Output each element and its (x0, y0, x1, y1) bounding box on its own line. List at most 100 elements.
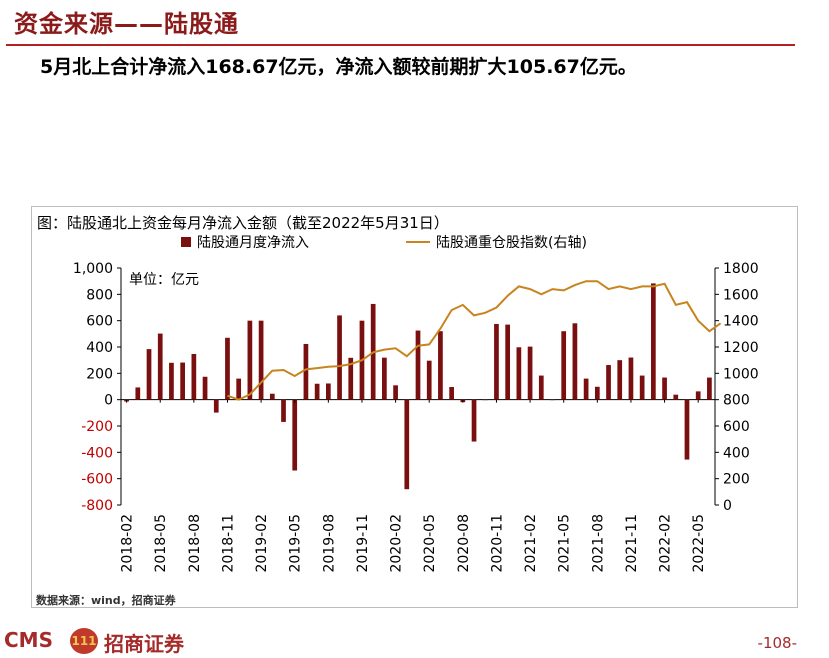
x-axis-tick-label: 2018-11 (220, 514, 236, 573)
net-inflow-bar (325, 383, 331, 400)
left-axis-tick-label: 800 (86, 287, 113, 303)
headline-text: 5月北上合计净流入168.67亿元，净流入额较前期扩大105.67亿元。 (40, 56, 637, 78)
net-inflow-bar (269, 393, 275, 400)
x-axis-tick-label: 2018-08 (187, 514, 203, 573)
plot-area: 1,000 800 600 400 200 0 -200 -400 -600 -800 1800 16… (73, 261, 759, 573)
logo-badge-icon: 111 (70, 628, 98, 654)
net-inflow-bar (415, 330, 421, 400)
right-axis-tick-label: 1600 (723, 287, 759, 303)
x-axis-tick-label: 2021-02 (523, 514, 539, 573)
net-inflow-bar (258, 320, 264, 400)
net-inflow-bar (213, 399, 219, 413)
source-note: 数据来源：wind，招商证券 (36, 594, 176, 607)
x-axis-tick-label: 2020-11 (489, 514, 505, 573)
left-axis-tick-label: 1,000 (73, 261, 113, 277)
left-axis-tick-label: -800 (81, 498, 113, 514)
net-inflow-bar (617, 360, 623, 400)
x-axis-tick-label: 2019-02 (254, 514, 270, 573)
net-inflow-bar (348, 357, 354, 400)
net-inflow-bar (628, 357, 634, 400)
net-inflow-bar (471, 399, 477, 442)
net-inflow-bar (695, 391, 701, 400)
x-axis-tick-label: 2020-08 (456, 514, 472, 573)
net-inflow-bar (337, 315, 342, 400)
left-axis-tick-label: 400 (86, 340, 113, 356)
x-axis-tick-label: 2021-08 (590, 514, 606, 573)
net-inflow-bar (426, 360, 432, 400)
x-axis-tick-label: 2020-05 (422, 514, 438, 573)
left-axis-tick-label: 0 (104, 393, 113, 409)
net-inflow-bar (382, 357, 387, 400)
right-axis-tick-label: 200 (723, 472, 750, 488)
net-inflow-bar (662, 377, 667, 400)
net-inflow-bar (157, 333, 163, 400)
net-inflow-bar (314, 383, 320, 400)
right-axis-tick-label: 1200 (723, 340, 759, 356)
net-inflow-bar (561, 331, 567, 400)
right-axis-tick-label: 800 (723, 393, 750, 409)
net-inflow-bar (225, 337, 230, 400)
net-inflow-bar (169, 362, 174, 400)
chart-legend: 陆股通月度净流入 陆股通重仓股指数(右轴) (181, 235, 587, 251)
left-axis-tick-label: -400 (81, 445, 113, 461)
legend-label-index: 陆股通重仓股指数(右轴) (436, 235, 587, 251)
net-inflow-bar (550, 399, 555, 401)
net-inflow-bar (404, 399, 410, 490)
net-inflow-bar (303, 343, 309, 400)
net-inflow-bar (236, 378, 242, 400)
net-inflow-bar (594, 386, 600, 400)
net-inflow-bar (673, 394, 679, 400)
net-inflow-bar (482, 399, 488, 401)
net-inflow-bar (516, 347, 522, 400)
net-inflow-bar (494, 323, 499, 400)
left-axis-tick-label: 600 (86, 314, 113, 330)
left-axis-tick-label: -600 (81, 472, 113, 488)
left-axis-tick-label: 200 (86, 366, 113, 382)
x-axis-tick-label: 2020-02 (389, 514, 405, 573)
page-number: -108- (757, 634, 797, 652)
net-inflow-bar (202, 376, 208, 400)
net-inflow-bar (146, 349, 152, 400)
right-axis-tick-label: 1800 (723, 261, 759, 277)
x-axis-tick-label: 2018-02 (120, 514, 136, 573)
net-inflow-bar (393, 385, 398, 400)
left-axis-tick-label: -200 (81, 419, 113, 435)
net-inflow-bar (572, 323, 578, 400)
net-inflow-bar (438, 331, 443, 400)
net-inflow-bar (651, 283, 656, 400)
unit-label: 单位：亿元 (129, 272, 199, 288)
page-title: 资金来源——陆股通 (14, 10, 239, 38)
x-axis-tick-label: 2021-11 (624, 514, 640, 573)
chart-title: 图：陆股通北上资金每月净流入金额（截至2022年5月31日） (37, 214, 449, 232)
legend-label-inflow: 陆股通月度净流入 (197, 235, 309, 251)
net-inflow-bar (247, 320, 253, 400)
net-inflow-bar (191, 353, 197, 400)
net-inflow-bar (505, 324, 511, 400)
x-axis-tick-label: 2021-05 (557, 514, 573, 573)
net-inflow-bar (707, 377, 712, 400)
net-inflow-bar (684, 399, 690, 460)
x-axis-tick-label: 2019-05 (288, 514, 304, 573)
logo-text: CMS (4, 628, 53, 652)
net-inflow-bar (449, 387, 454, 400)
right-axis-tick-label: 0 (723, 498, 732, 514)
chart-panel: 图：陆股通北上资金每月净流入金额（截至2022年5月31日） 陆股通月度净流入陆… (31, 206, 798, 608)
net-inflow-bar (583, 378, 589, 400)
net-inflow-bar (527, 346, 533, 400)
net-inflow-bar (538, 375, 544, 400)
index-line (227, 280, 722, 401)
chart-svg: 陆股通月度净流入 陆股通重仓股指数(右轴) 单位：亿元 1,000 800 600 40… (31, 206, 798, 608)
title-divider (6, 44, 795, 46)
x-axis-tick-label: 2022-02 (658, 514, 674, 573)
right-axis-tick-label: 600 (723, 419, 750, 435)
net-inflow-bar (606, 365, 611, 400)
x-axis-tick-label: 2019-11 (355, 514, 371, 573)
right-axis-tick-label: 1400 (723, 314, 759, 330)
net-inflow-bar (292, 399, 298, 471)
legend-bar-swatch (181, 237, 191, 247)
net-inflow-bar (281, 399, 286, 422)
x-axis-tick-label: 2022-05 (691, 514, 707, 573)
logo-name: 招商证券 (104, 632, 184, 656)
right-axis-tick-label: 1000 (723, 366, 759, 382)
chart-border (31, 206, 798, 608)
